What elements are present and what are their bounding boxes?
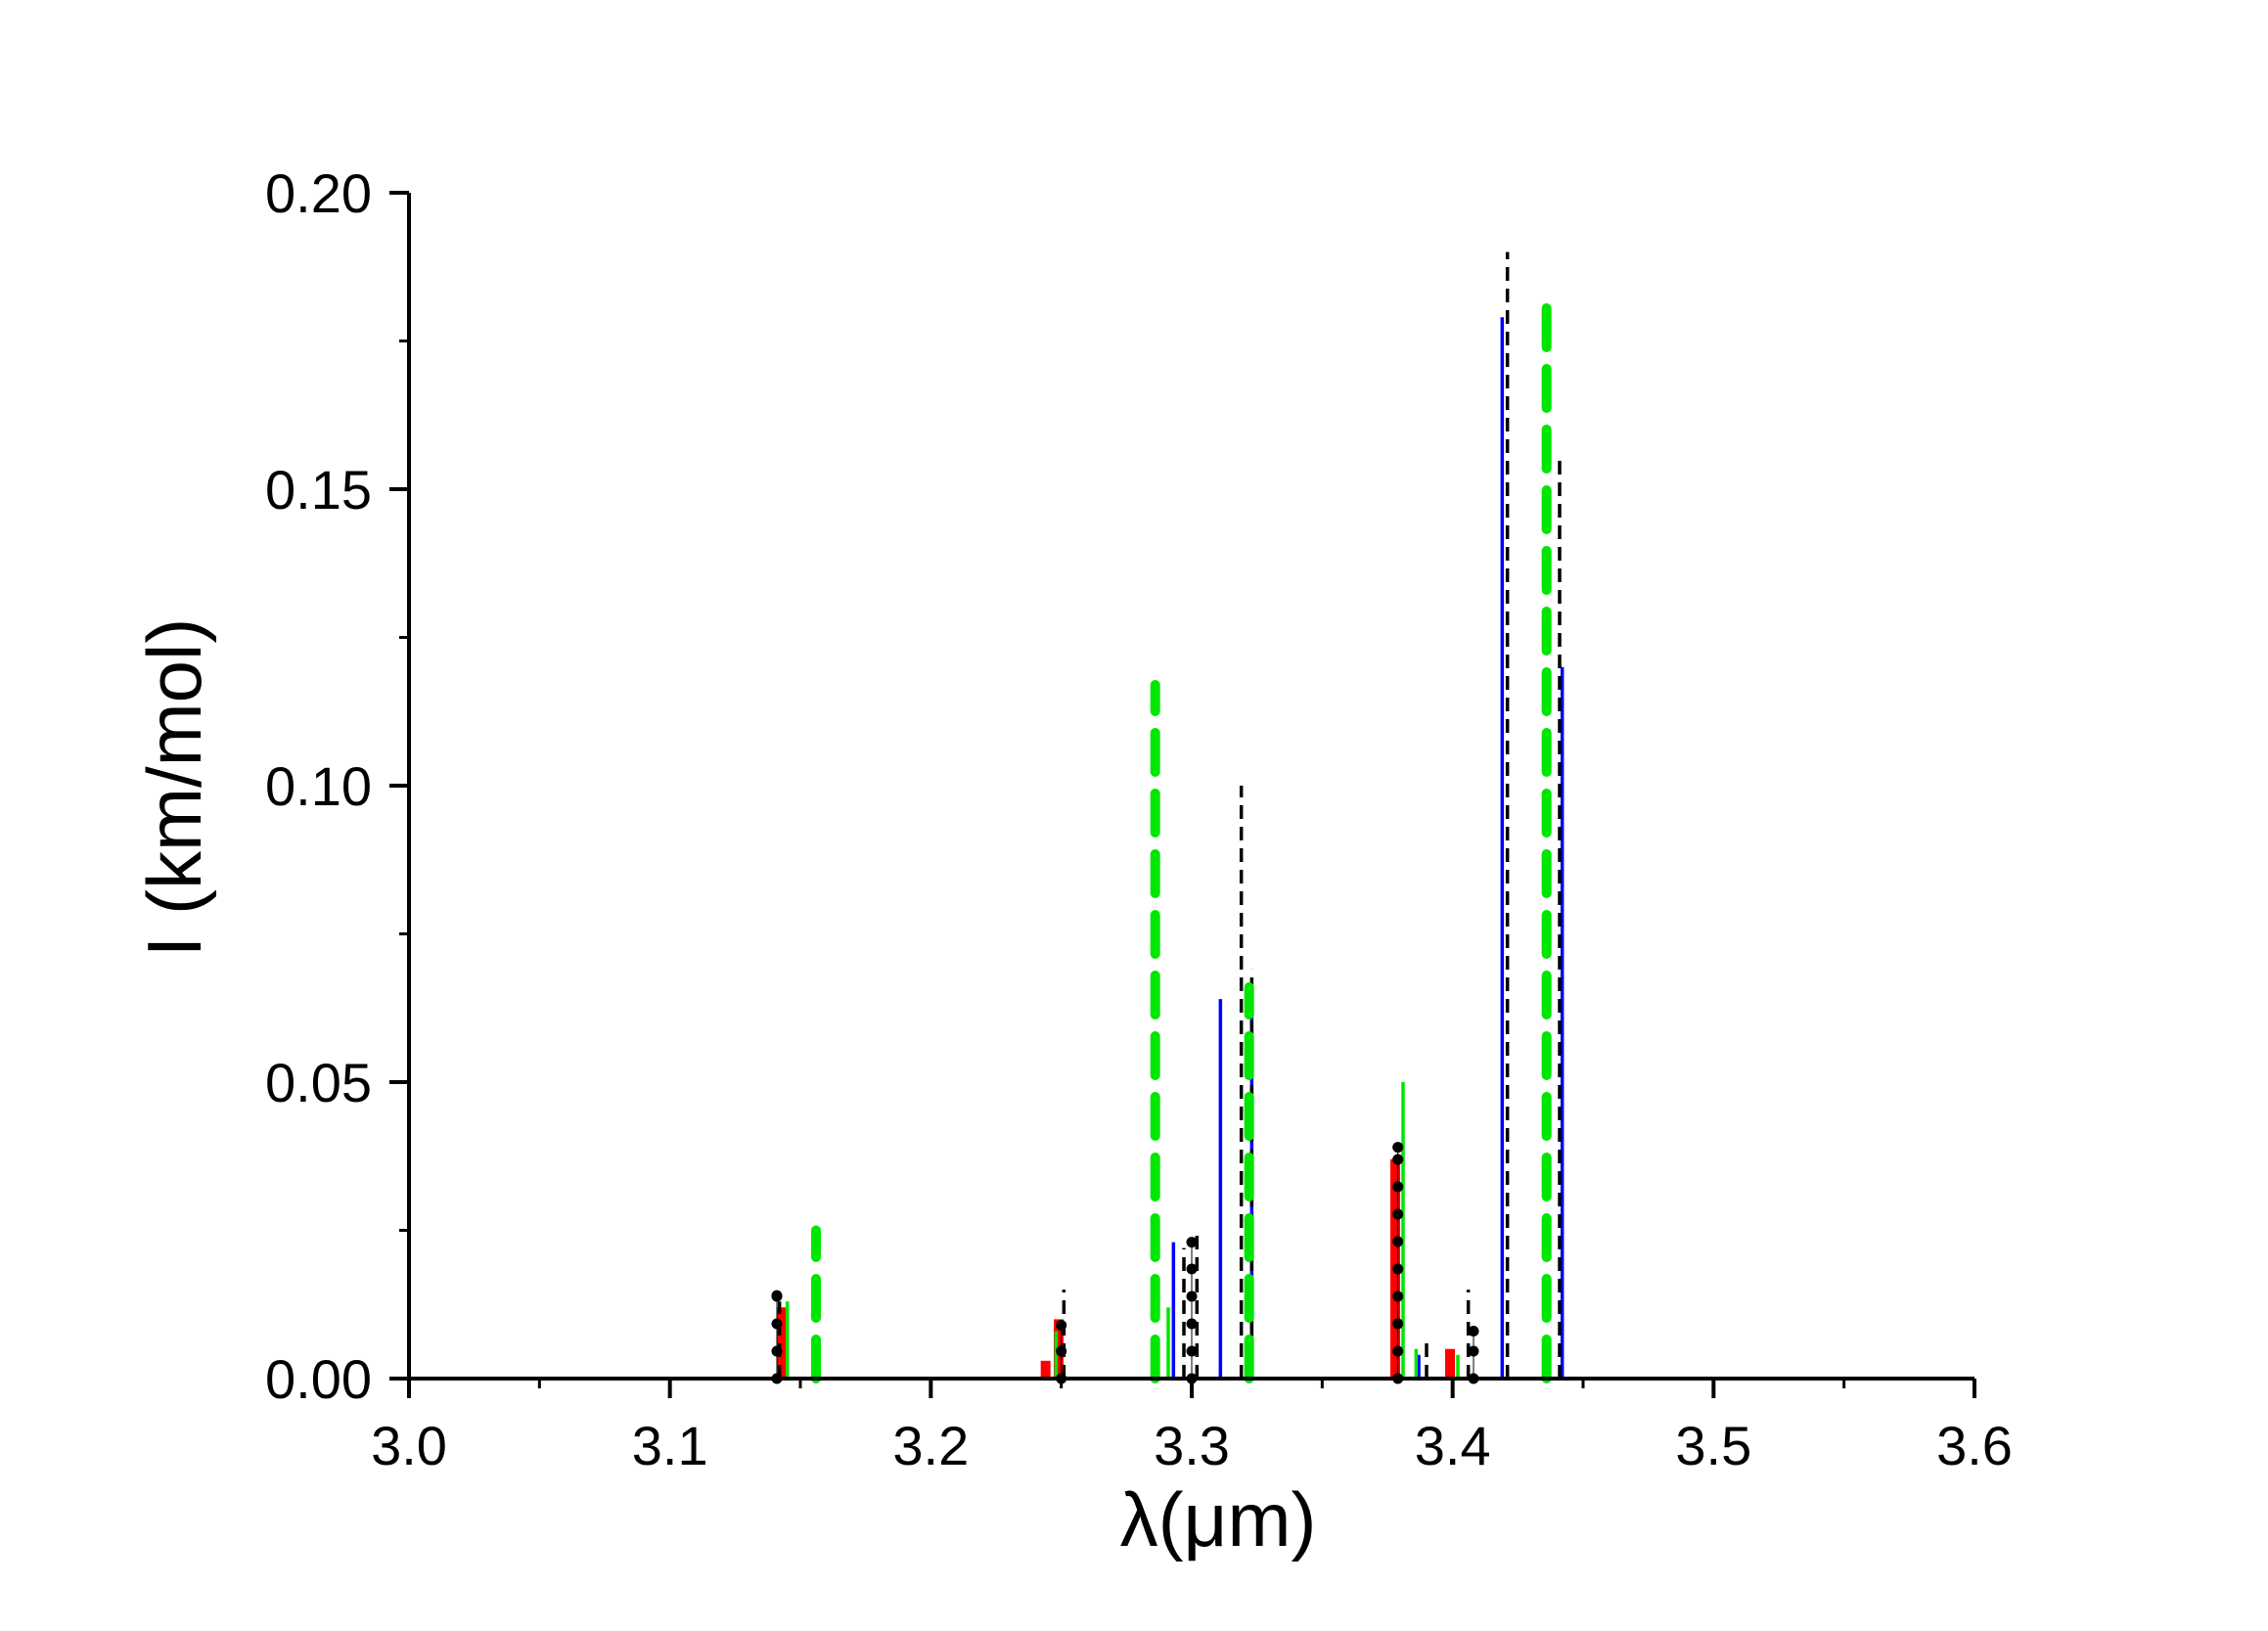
bar-dot-5-3	[1392, 1345, 1404, 1357]
bar-dot-5-3	[1392, 1263, 1404, 1275]
x-tick-label: 3.4	[1415, 1415, 1491, 1476]
bar-dot-5-0	[771, 1345, 783, 1357]
bar-dot-5-2	[1186, 1318, 1198, 1330]
bar-dot-top-5-2	[1186, 1237, 1198, 1248]
axes-layer	[407, 193, 1974, 1381]
y-tick-label: 0.00	[265, 1348, 372, 1410]
bar-dot-5-3	[1392, 1291, 1404, 1302]
bar-dot-5-3	[1392, 1181, 1404, 1193]
bar-dot-5-2	[1186, 1263, 1198, 1275]
bars-layer	[771, 251, 1565, 1384]
x-tick-label: 3.3	[1154, 1415, 1230, 1476]
x-tick-label: 3.0	[371, 1415, 447, 1476]
x-tick-label: 3.6	[1936, 1415, 2013, 1476]
y-tick-label: 0.20	[265, 162, 372, 224]
bar-dot-5-3	[1392, 1236, 1404, 1247]
bar-dot-5-0	[771, 1318, 783, 1330]
bar-dot-5-3	[1392, 1154, 1404, 1165]
bar-dot-5-3	[1392, 1208, 1404, 1220]
y-tick-label: 0.05	[265, 1052, 372, 1113]
bar-dot-5-3	[1392, 1318, 1404, 1330]
bar-dot-5-2	[1186, 1291, 1198, 1302]
bar-dot-top-5-0	[771, 1290, 783, 1301]
bar-dot-5-1	[1056, 1345, 1067, 1357]
ticks-layer: 3.0 3.1 3.2 3.3 3.4 3.5 3.6 0.00 0.05 0.10 0.15 0.2…	[265, 162, 2013, 1476]
y-tick-label: 0.15	[265, 459, 372, 521]
bar-dot-top-5-4	[1468, 1326, 1479, 1337]
y-tick-label: 0.10	[265, 755, 372, 817]
bar-dot-5-4	[1468, 1345, 1479, 1357]
x-tick-label: 3.1	[632, 1415, 708, 1476]
x-axis-label: λ(μm)	[1120, 1476, 1317, 1563]
x-tick-label: 3.2	[892, 1415, 969, 1476]
x-tick-label: 3.5	[1675, 1415, 1751, 1476]
y-axis-label: I (km/mol)	[131, 618, 217, 958]
bar-dot-top-5-3	[1392, 1142, 1404, 1154]
bar-dot-5-2	[1186, 1345, 1198, 1357]
bar-dot-top-5-1	[1056, 1319, 1067, 1331]
